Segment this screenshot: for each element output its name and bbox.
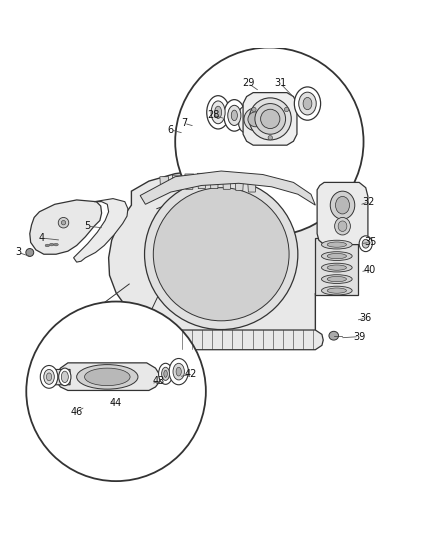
Text: 32: 32 (363, 197, 375, 207)
Ellipse shape (244, 108, 267, 131)
Ellipse shape (228, 106, 241, 125)
Polygon shape (160, 177, 169, 192)
Polygon shape (56, 363, 160, 391)
Polygon shape (223, 174, 231, 189)
Text: 31: 31 (274, 78, 286, 88)
Ellipse shape (252, 107, 256, 112)
Ellipse shape (335, 217, 350, 235)
Ellipse shape (173, 364, 184, 380)
Ellipse shape (59, 368, 71, 386)
Polygon shape (239, 106, 272, 133)
Ellipse shape (44, 369, 54, 384)
Ellipse shape (336, 197, 350, 214)
Ellipse shape (321, 263, 352, 272)
Text: 4: 4 (39, 233, 45, 243)
Polygon shape (247, 177, 256, 192)
Ellipse shape (162, 367, 170, 381)
Text: 35: 35 (364, 237, 376, 247)
Ellipse shape (327, 242, 346, 247)
Ellipse shape (61, 221, 66, 225)
Text: 5: 5 (85, 221, 91, 231)
Ellipse shape (284, 107, 289, 112)
Ellipse shape (330, 191, 355, 219)
Polygon shape (173, 175, 181, 190)
Polygon shape (315, 238, 358, 295)
Ellipse shape (359, 236, 372, 252)
Ellipse shape (169, 359, 188, 385)
Ellipse shape (327, 277, 346, 282)
Ellipse shape (255, 103, 286, 134)
Polygon shape (198, 173, 206, 189)
Ellipse shape (329, 332, 339, 340)
Ellipse shape (327, 254, 346, 259)
Ellipse shape (248, 112, 263, 127)
Circle shape (26, 302, 206, 481)
Circle shape (175, 47, 364, 236)
Ellipse shape (321, 274, 352, 284)
Ellipse shape (224, 100, 245, 131)
Text: 36: 36 (360, 313, 372, 323)
Ellipse shape (321, 252, 352, 261)
Ellipse shape (327, 265, 346, 270)
Polygon shape (235, 175, 244, 190)
Text: 39: 39 (353, 332, 365, 342)
Text: 44: 44 (110, 398, 122, 408)
Ellipse shape (164, 370, 167, 377)
Polygon shape (30, 200, 102, 254)
Ellipse shape (299, 92, 316, 115)
Ellipse shape (85, 368, 130, 386)
Ellipse shape (58, 217, 69, 228)
Ellipse shape (327, 288, 346, 293)
Ellipse shape (261, 109, 280, 128)
Ellipse shape (176, 367, 181, 376)
Polygon shape (210, 173, 219, 189)
Ellipse shape (77, 365, 138, 389)
Text: 28: 28 (208, 110, 220, 120)
Polygon shape (74, 199, 128, 262)
Ellipse shape (49, 243, 54, 246)
Text: 7: 7 (181, 118, 187, 128)
Ellipse shape (249, 98, 291, 140)
Ellipse shape (207, 96, 230, 129)
Ellipse shape (321, 286, 352, 295)
Ellipse shape (26, 248, 34, 256)
Ellipse shape (153, 188, 289, 321)
Polygon shape (170, 330, 323, 350)
Ellipse shape (45, 244, 49, 247)
Ellipse shape (321, 240, 352, 249)
Text: 29: 29 (242, 78, 254, 88)
Text: 46: 46 (71, 407, 83, 417)
Polygon shape (243, 93, 297, 145)
Ellipse shape (211, 101, 225, 124)
Ellipse shape (231, 110, 237, 120)
Ellipse shape (54, 243, 58, 246)
Ellipse shape (61, 371, 68, 383)
Ellipse shape (303, 98, 312, 110)
Ellipse shape (268, 135, 272, 140)
Ellipse shape (215, 106, 222, 118)
Polygon shape (140, 171, 315, 205)
Polygon shape (317, 182, 368, 245)
Ellipse shape (46, 373, 52, 381)
Polygon shape (45, 369, 70, 385)
Polygon shape (109, 170, 358, 341)
Text: 6: 6 (168, 125, 174, 135)
Text: 42: 42 (184, 369, 197, 379)
Ellipse shape (40, 366, 58, 388)
Text: 43: 43 (153, 376, 165, 386)
Ellipse shape (338, 221, 347, 231)
Ellipse shape (362, 239, 369, 248)
Ellipse shape (159, 364, 173, 384)
Ellipse shape (145, 179, 298, 329)
Ellipse shape (294, 87, 321, 120)
Polygon shape (185, 174, 194, 189)
Text: 3: 3 (15, 247, 21, 257)
Text: 40: 40 (364, 265, 376, 275)
